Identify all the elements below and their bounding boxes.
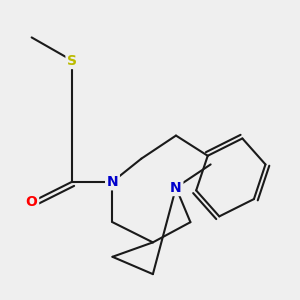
Text: N: N [170,181,182,194]
Text: O: O [26,195,38,209]
Text: S: S [67,53,77,68]
Text: N: N [107,175,118,189]
